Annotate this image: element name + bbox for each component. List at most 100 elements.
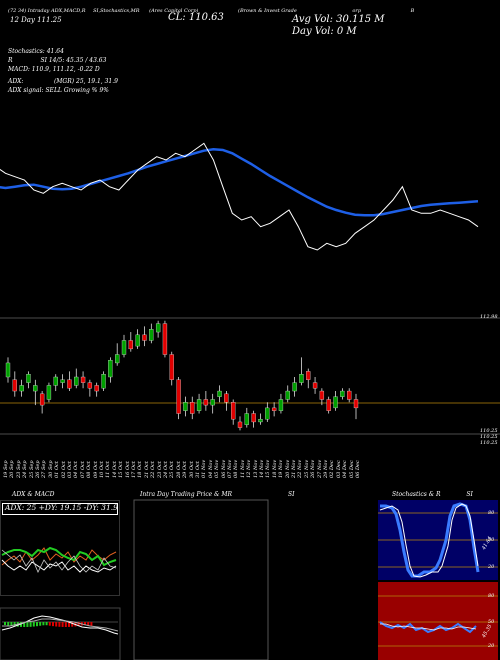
candle bbox=[258, 413, 263, 425]
date-tick-label: 16 Oct bbox=[124, 461, 131, 478]
macd-histogram-bar bbox=[42, 622, 45, 626]
macd-histogram-bar bbox=[55, 622, 58, 627]
date-tick-label: 27 Sep bbox=[41, 460, 48, 478]
header-line2-left: 12 Day 111.25 bbox=[10, 16, 62, 24]
rsi-panel bbox=[378, 582, 498, 660]
moving-average-line bbox=[0, 148, 479, 217]
company-name-end: B bbox=[410, 8, 415, 14]
macd-histogram-bar bbox=[90, 622, 93, 626]
candle-body bbox=[319, 390, 325, 400]
mri-panel-title: Intra Day Trading Price & MR SI bbox=[140, 491, 294, 498]
candle bbox=[190, 396, 195, 420]
date-tick-label: 19 Nov bbox=[278, 459, 285, 478]
date-tick-label: 27 Nov bbox=[316, 459, 323, 478]
rsi-readout: R SI 14/5: 45.35 / 43.63 bbox=[8, 57, 106, 64]
candle-body bbox=[101, 374, 106, 389]
price-label-lower-3: 110.25 bbox=[480, 440, 498, 446]
macd-histogram-bar bbox=[4, 622, 6, 625]
date-tick-label: 12 Nov bbox=[246, 459, 253, 478]
candle-body bbox=[128, 340, 133, 350]
header-line1-right: (Ares Capital Corp) bbox=[149, 8, 199, 14]
candle-body bbox=[292, 382, 297, 392]
mri-panel bbox=[133, 499, 269, 660]
rsi-line bbox=[379, 621, 477, 634]
macd-histogram bbox=[4, 622, 93, 627]
date-tick-label: 05 Nov bbox=[214, 459, 221, 478]
candle-body bbox=[67, 379, 72, 389]
date-tick-label: 23 Oct bbox=[156, 461, 163, 478]
candle bbox=[271, 402, 277, 417]
candle-body bbox=[278, 399, 284, 411]
candle bbox=[169, 351, 174, 386]
stoch-k-line bbox=[380, 502, 480, 578]
candle bbox=[203, 391, 209, 411]
candle-body bbox=[231, 402, 236, 420]
candle bbox=[217, 385, 222, 403]
candle bbox=[299, 357, 304, 386]
candle-body bbox=[176, 379, 181, 414]
candle bbox=[115, 343, 120, 366]
date-tick-label: 20 Nov bbox=[284, 459, 291, 478]
adx-values-box: ADX: 25 +DY: 19.15 -DY: 31.91 bbox=[2, 503, 118, 515]
date-tick-label: 26 Nov bbox=[310, 459, 317, 478]
candle-body bbox=[135, 334, 140, 347]
candle-body bbox=[74, 376, 79, 386]
price-label-lower-2: 110.25 bbox=[480, 434, 498, 440]
date-tick-label: 06 Nov bbox=[220, 459, 227, 478]
mri-panel-title-tail: SI bbox=[287, 491, 295, 498]
date-tick-label: 11 Oct bbox=[105, 461, 112, 478]
date-tick-label: 04 Oct bbox=[73, 461, 80, 478]
candle bbox=[183, 396, 188, 417]
candle-body bbox=[46, 385, 52, 400]
macd-histogram-bar bbox=[26, 622, 29, 627]
candle-body bbox=[306, 371, 311, 380]
date-tick-label: 18 Oct bbox=[137, 461, 144, 478]
date-tick-label: 02 Dec bbox=[329, 460, 336, 478]
date-tick-label: 30 Oct bbox=[188, 461, 195, 478]
macd-histogram-bar bbox=[16, 622, 19, 627]
candle-body bbox=[190, 402, 195, 414]
date-tick-label: 01 Nov bbox=[201, 459, 208, 478]
candle-body bbox=[203, 399, 209, 406]
candle-body bbox=[60, 379, 65, 383]
macd-histogram-bar bbox=[84, 622, 86, 626]
date-tick-label: 29 Oct bbox=[182, 461, 189, 478]
candle bbox=[67, 371, 72, 392]
candle bbox=[319, 388, 325, 406]
candle-body bbox=[196, 399, 202, 411]
date-tick-label: 25 Oct bbox=[169, 461, 176, 478]
adx-panel bbox=[0, 500, 120, 596]
macd-line bbox=[1, 615, 119, 635]
candle-body bbox=[244, 413, 249, 425]
rsi-signal-line bbox=[380, 623, 477, 631]
candle bbox=[244, 407, 249, 428]
macd-histogram-bar bbox=[48, 622, 51, 626]
date-tick-label: 20 Sep bbox=[9, 460, 16, 478]
macd-signal-line bbox=[2, 618, 119, 632]
header-line1-mid: SI,Stochastics,MR bbox=[93, 8, 140, 14]
date-tick-label: 08 Nov bbox=[233, 459, 240, 478]
candle bbox=[278, 393, 284, 414]
candle-body bbox=[265, 407, 270, 420]
date-tick-label: 25 Sep bbox=[28, 460, 35, 478]
price-chart bbox=[0, 142, 500, 435]
candle-body bbox=[353, 399, 359, 409]
macd-panel bbox=[0, 607, 121, 660]
candle-body bbox=[217, 390, 222, 397]
candle-body bbox=[285, 390, 290, 400]
candle bbox=[101, 371, 106, 392]
candle-body bbox=[155, 323, 161, 333]
candle bbox=[149, 323, 154, 344]
macd-histogram-bar bbox=[80, 622, 83, 626]
candle bbox=[196, 393, 202, 414]
candle bbox=[142, 326, 147, 347]
price-label-lower-1: 110.25 bbox=[480, 428, 498, 434]
candle bbox=[80, 371, 86, 389]
date-tick-label: 09 Oct bbox=[92, 461, 99, 478]
adx-signal-readout: ADX signal: SELL Growing % 9% bbox=[8, 87, 109, 94]
candle bbox=[26, 371, 31, 389]
candle-body bbox=[333, 396, 338, 409]
candle bbox=[5, 357, 11, 383]
macd-histogram-bar bbox=[87, 622, 90, 626]
candle-body bbox=[299, 374, 304, 383]
